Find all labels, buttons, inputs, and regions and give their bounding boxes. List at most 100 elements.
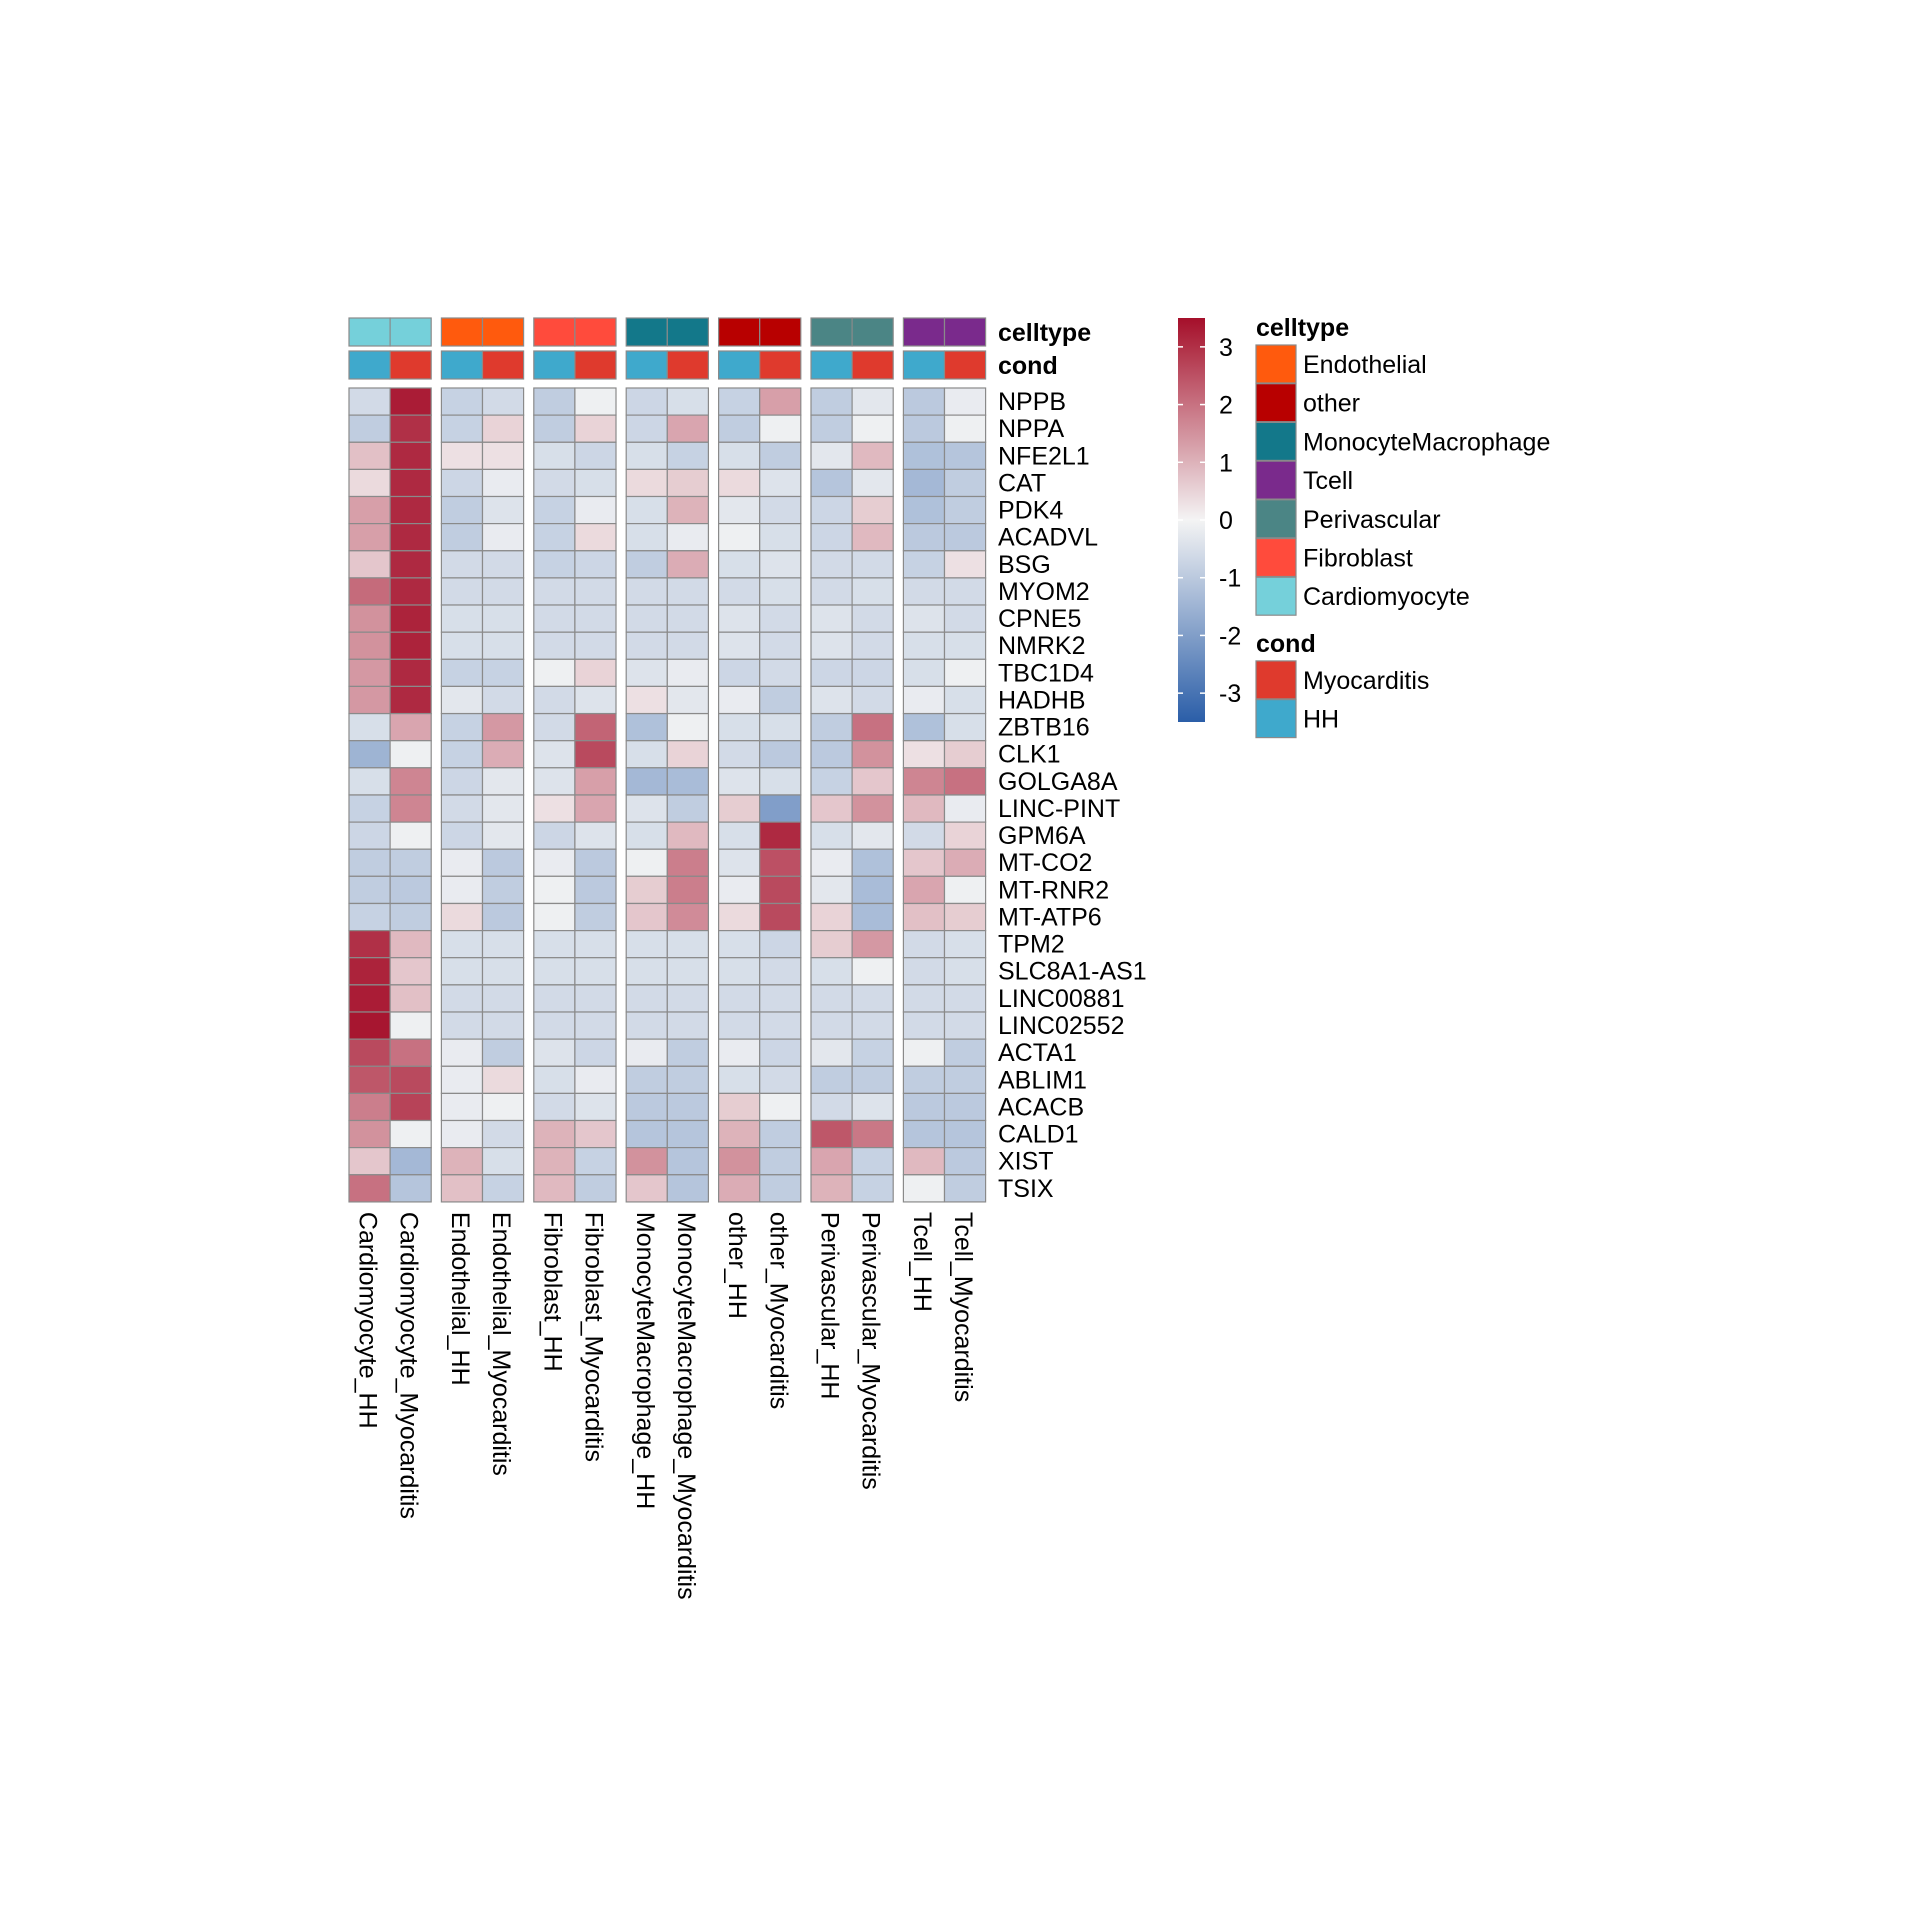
heatmap-cell xyxy=(389,658,432,688)
heatmap-cell xyxy=(625,712,668,742)
heatmap-cell xyxy=(717,794,761,823)
heatmap-cell xyxy=(902,848,946,877)
heatmap-cell xyxy=(666,1119,709,1149)
heatmap-cell xyxy=(759,631,802,660)
cond-annotation-cell xyxy=(943,350,987,380)
heatmap-cell xyxy=(389,414,432,443)
cond-annotation-label: cond xyxy=(998,352,1058,380)
heatmap-cell xyxy=(481,794,525,823)
heatmap-cell xyxy=(759,1119,802,1149)
heatmap-cell xyxy=(943,468,987,498)
cond-annotation-cell xyxy=(810,350,853,380)
heatmap-cell xyxy=(533,1119,576,1149)
heatmap-cell xyxy=(759,848,802,877)
heatmap-cell xyxy=(666,740,709,769)
heatmap-cell xyxy=(902,712,946,742)
heatmap-cell xyxy=(481,1038,525,1067)
heatmap-cell xyxy=(625,1146,668,1176)
heatmap-cell xyxy=(625,902,668,932)
heatmap-cell xyxy=(666,522,709,552)
heatmap-cell xyxy=(943,740,987,769)
celltype-legend-title: celltype xyxy=(1256,314,1349,342)
gene-label: NFE2L1 xyxy=(998,442,1090,470)
cond-annotation-cell xyxy=(759,350,802,380)
gene-label: TSIX xyxy=(998,1175,1054,1203)
heatmap-cell xyxy=(810,1119,853,1149)
gene-label: GPM6A xyxy=(998,822,1086,850)
heatmap-cell xyxy=(348,957,391,986)
heatmap-cell xyxy=(902,984,946,1013)
heatmap-cell xyxy=(902,1092,946,1122)
legend-swatch xyxy=(1255,660,1297,700)
heatmap-cell xyxy=(902,604,946,633)
heatmap-cell xyxy=(666,848,709,877)
heatmap-cell xyxy=(348,414,391,443)
heatmap-cell xyxy=(810,767,853,796)
heatmap-cell xyxy=(717,685,761,715)
heatmap-cell xyxy=(533,604,576,633)
cond-annotation-cell xyxy=(348,350,391,380)
heatmap-cell xyxy=(389,902,432,932)
heatmap-cell xyxy=(943,414,987,443)
heatmap-cell xyxy=(717,658,761,688)
heatmap-cell xyxy=(759,929,802,959)
heatmap-cell xyxy=(481,550,525,579)
heatmap-cell xyxy=(440,902,484,932)
heatmap-cell xyxy=(481,984,525,1013)
heatmap-cell xyxy=(666,468,709,498)
heatmap-cell xyxy=(717,929,761,959)
heatmap-cell xyxy=(389,957,432,986)
heatmap-cell xyxy=(348,387,391,416)
cond-annotation-cell xyxy=(533,350,576,380)
legend-label: MonocyteMacrophage xyxy=(1303,428,1550,456)
heatmap-cell xyxy=(440,821,484,850)
celltype-annotation-cell xyxy=(717,317,761,347)
heatmap-cell xyxy=(717,414,761,443)
heatmap-cell xyxy=(574,1174,617,1203)
heatmap-cell xyxy=(943,1092,987,1122)
heatmap-cell xyxy=(666,794,709,823)
heatmap-cell xyxy=(666,387,709,416)
heatmap-cell xyxy=(902,441,946,471)
heatmap-cell xyxy=(625,1119,668,1149)
heatmap-cell xyxy=(389,740,432,769)
heatmap-cell xyxy=(574,604,617,633)
heatmap-cell xyxy=(440,712,484,742)
column-label: other_HH xyxy=(723,1212,751,1319)
heatmap-cell xyxy=(440,1092,484,1122)
celltype-annotation-cell xyxy=(348,317,391,347)
heatmap-cell xyxy=(851,1092,894,1122)
heatmap-cell xyxy=(759,414,802,443)
heatmap-cell xyxy=(851,984,894,1013)
heatmap-cell xyxy=(851,1011,894,1040)
heatmap-cell xyxy=(851,387,894,416)
heatmap-cell xyxy=(389,387,432,416)
heatmap-cell xyxy=(481,1146,525,1176)
heatmap-cell xyxy=(440,441,484,471)
heatmap-cell xyxy=(348,468,391,498)
celltype-annotation-cell xyxy=(481,317,525,347)
heatmap-cell xyxy=(666,685,709,715)
column-label: Fibroblast_Myocarditis xyxy=(579,1212,607,1462)
heatmap-cell xyxy=(902,821,946,850)
heatmap-cell xyxy=(810,441,853,471)
legend-label: Myocarditis xyxy=(1303,667,1429,695)
heatmap-cell xyxy=(389,522,432,552)
heatmap-cell xyxy=(533,848,576,877)
heatmap-cell xyxy=(481,631,525,660)
heatmap-cell xyxy=(943,848,987,877)
heatmap-cell xyxy=(759,902,802,932)
heatmap-cell xyxy=(481,1119,525,1149)
heatmap-cell xyxy=(348,1119,391,1149)
heatmap-cell xyxy=(810,495,853,525)
cond-annotation-cell xyxy=(666,350,709,380)
heatmap-cell xyxy=(348,1011,391,1040)
gene-label: ACTA1 xyxy=(998,1039,1077,1067)
heatmap-cell xyxy=(389,1011,432,1040)
heatmap-cell xyxy=(717,1119,761,1149)
column-label: Tcell_HH xyxy=(908,1212,936,1312)
heatmap-cell xyxy=(533,1146,576,1176)
heatmap-cell xyxy=(851,468,894,498)
heatmap-cell xyxy=(574,712,617,742)
heatmap-cell xyxy=(481,767,525,796)
